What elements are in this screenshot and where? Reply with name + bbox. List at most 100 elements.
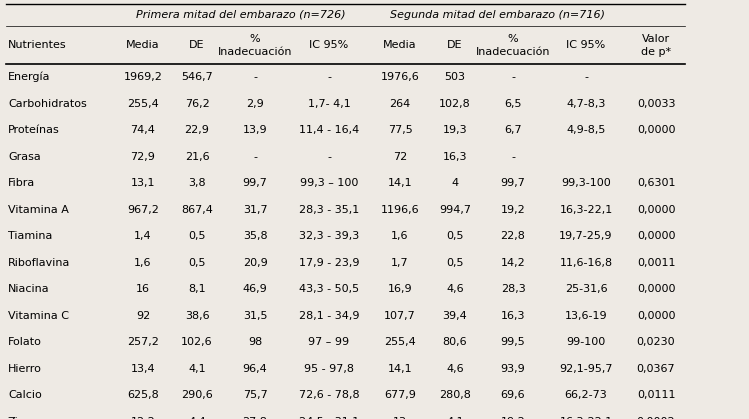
Text: Calcio: Calcio (8, 390, 42, 400)
Text: 0,0000: 0,0000 (637, 231, 676, 241)
Text: 19,2: 19,2 (500, 205, 525, 215)
Text: 0,0000: 0,0000 (637, 125, 676, 135)
Text: 17,9 - 23,9: 17,9 - 23,9 (299, 258, 360, 268)
Text: 76,2: 76,2 (184, 99, 210, 109)
Text: 0,0033: 0,0033 (637, 99, 676, 109)
Text: 13,4: 13,4 (130, 364, 155, 374)
Text: 546,7: 546,7 (181, 72, 213, 82)
Text: 4,1: 4,1 (446, 417, 464, 419)
Text: 96,4: 96,4 (243, 364, 267, 374)
Text: 66,2-73: 66,2-73 (565, 390, 607, 400)
Text: 16,3: 16,3 (501, 311, 525, 321)
Text: 1,7: 1,7 (391, 258, 409, 268)
Text: Energía: Energía (8, 72, 50, 83)
Text: 1,6: 1,6 (391, 231, 409, 241)
Text: 99-100: 99-100 (566, 337, 606, 347)
Text: de p*: de p* (641, 47, 671, 57)
Text: 6,7: 6,7 (504, 125, 522, 135)
Text: 2,9: 2,9 (246, 99, 264, 109)
Text: 102,8: 102,8 (439, 99, 471, 109)
Text: 0,0111: 0,0111 (637, 390, 676, 400)
Text: 75,7: 75,7 (243, 390, 267, 400)
Text: 31,5: 31,5 (243, 311, 267, 321)
Text: 4,6: 4,6 (446, 364, 464, 374)
Text: 8,1: 8,1 (188, 284, 206, 294)
Text: Niacina: Niacina (8, 284, 49, 294)
Text: Inadecuación: Inadecuación (476, 47, 551, 57)
Text: 32,3 - 39,3: 32,3 - 39,3 (299, 231, 359, 241)
Text: 0,5: 0,5 (446, 258, 464, 268)
Text: -: - (584, 72, 588, 82)
Text: 20,9: 20,9 (243, 258, 267, 268)
Text: 3,8: 3,8 (188, 178, 206, 188)
Text: Valor: Valor (642, 34, 670, 44)
Text: 35,8: 35,8 (243, 231, 267, 241)
Text: Vitamina C: Vitamina C (8, 311, 69, 321)
Text: 6,5: 6,5 (504, 99, 522, 109)
Text: 255,4: 255,4 (127, 99, 159, 109)
Text: 102,6: 102,6 (181, 337, 213, 347)
Text: 0,0011: 0,0011 (637, 258, 676, 268)
Text: 257,2: 257,2 (127, 337, 159, 347)
Text: Segunda mitad del embarazo (n=716): Segunda mitad del embarazo (n=716) (389, 10, 604, 20)
Text: 0,0000: 0,0000 (637, 311, 676, 321)
Text: 46,9: 46,9 (243, 284, 267, 294)
Text: Inadecuación: Inadecuación (218, 47, 292, 57)
Text: 92: 92 (136, 311, 150, 321)
Text: 19,3: 19,3 (443, 125, 467, 135)
Text: IC 95%: IC 95% (309, 40, 348, 50)
Text: 625,8: 625,8 (127, 390, 159, 400)
Text: 69,6: 69,6 (500, 390, 525, 400)
Text: 994,7: 994,7 (439, 205, 471, 215)
Text: Grasa: Grasa (8, 152, 40, 162)
Text: %: % (249, 34, 261, 44)
Text: 1,7- 4,1: 1,7- 4,1 (308, 99, 351, 109)
Text: -: - (253, 152, 257, 162)
Text: Fibra: Fibra (8, 178, 35, 188)
Text: -: - (511, 72, 515, 82)
Text: 13,1: 13,1 (131, 178, 155, 188)
Text: 31,7: 31,7 (243, 205, 267, 215)
Text: Carbohidratos: Carbohidratos (8, 99, 87, 109)
Text: Tiamina: Tiamina (8, 231, 52, 241)
Text: Proteínas: Proteínas (8, 125, 60, 135)
Text: 22,9: 22,9 (184, 125, 210, 135)
Text: 99,5: 99,5 (500, 337, 525, 347)
Text: 21,6: 21,6 (185, 152, 209, 162)
Text: 1196,6: 1196,6 (380, 205, 419, 215)
Text: 0,0367: 0,0367 (637, 364, 676, 374)
Text: 4,1: 4,1 (188, 364, 206, 374)
Text: 0,5: 0,5 (446, 231, 464, 241)
Text: 0,0000: 0,0000 (637, 284, 676, 294)
Text: 72,9: 72,9 (130, 152, 156, 162)
Text: 80,6: 80,6 (443, 337, 467, 347)
Text: 967,2: 967,2 (127, 205, 159, 215)
Text: 16,3-22,1: 16,3-22,1 (560, 417, 613, 419)
Text: Hierro: Hierro (8, 364, 42, 374)
Text: 677,9: 677,9 (384, 390, 416, 400)
Text: 1,4: 1,4 (134, 231, 152, 241)
Text: 99,3 – 100: 99,3 – 100 (300, 178, 358, 188)
Text: 0,0000: 0,0000 (637, 205, 676, 215)
Text: Vitamina A: Vitamina A (8, 205, 69, 215)
Text: 13: 13 (393, 417, 407, 419)
Text: 0,5: 0,5 (188, 258, 206, 268)
Text: 12,2: 12,2 (130, 417, 155, 419)
Text: 14,1: 14,1 (388, 364, 412, 374)
Text: 95 - 97,8: 95 - 97,8 (304, 364, 354, 374)
Text: 72,6 - 78,8: 72,6 - 78,8 (299, 390, 360, 400)
Text: Riboflavina: Riboflavina (8, 258, 70, 268)
Text: 38,6: 38,6 (185, 311, 209, 321)
Text: 264: 264 (389, 99, 410, 109)
Text: 22,8: 22,8 (500, 231, 526, 241)
Text: Zinc: Zinc (8, 417, 32, 419)
Text: 14,2: 14,2 (500, 258, 525, 268)
Text: 99,3-100: 99,3-100 (561, 178, 611, 188)
Text: 28,3: 28,3 (500, 284, 525, 294)
Text: 24,5 - 31,1: 24,5 - 31,1 (299, 417, 359, 419)
Text: 1,6: 1,6 (134, 258, 152, 268)
Text: 4,4: 4,4 (188, 417, 206, 419)
Text: 16,9: 16,9 (388, 284, 412, 294)
Text: -: - (327, 72, 331, 82)
Text: 107,7: 107,7 (384, 311, 416, 321)
